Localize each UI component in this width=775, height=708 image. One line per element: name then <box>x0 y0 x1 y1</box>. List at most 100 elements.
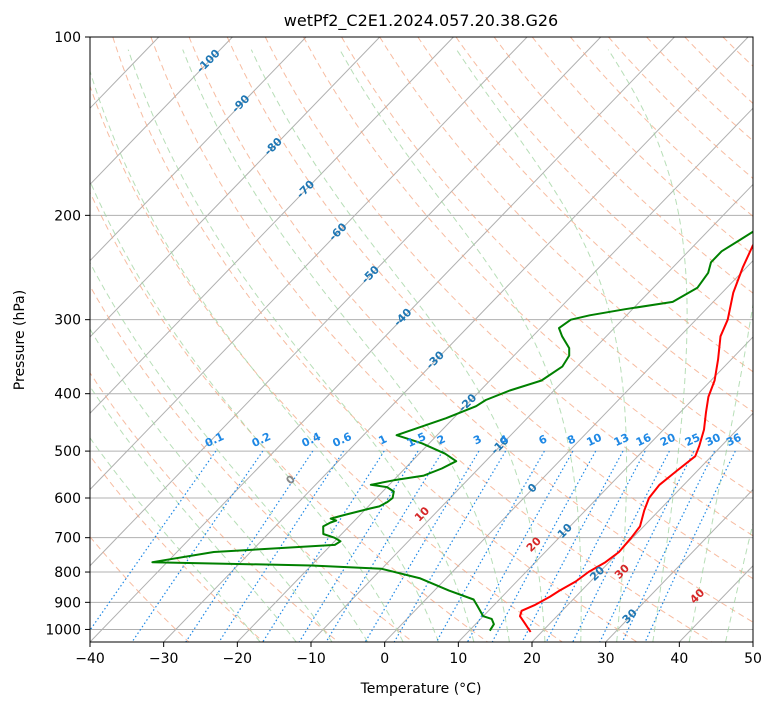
dry-adiabat-line <box>493 37 753 294</box>
y-tick-label: 200 <box>54 208 81 224</box>
y-tick-label: 800 <box>54 565 81 581</box>
y-tick-label: 600 <box>54 491 81 507</box>
mixing-ratio-label: 2 <box>435 432 447 447</box>
dewpoint-profile <box>151 230 753 632</box>
isotherm-line <box>90 37 528 491</box>
isotherm-label: 40 <box>652 649 672 669</box>
x-tick-label: 0 <box>380 651 389 667</box>
isotherm-line <box>90 37 454 414</box>
mixing-ratio-label: 0.6 <box>331 430 354 450</box>
y-tick-label: 300 <box>54 313 81 329</box>
mixing-ratio-line <box>599 450 695 642</box>
mixing-ratio-line <box>325 450 444 642</box>
dry-adiabat-line <box>722 37 753 67</box>
dry-adiabat-line <box>608 37 753 180</box>
isotherm-line <box>236 107 753 642</box>
chart-title: wetPf2_C2E1.2024.057.20.38.G26 <box>284 11 558 31</box>
mixing-ratio-label: 0.4 <box>300 430 323 450</box>
moist-adiabat-line <box>90 180 404 642</box>
y-tick-label: 500 <box>54 444 81 460</box>
mixing-ratio-label: 30 <box>703 431 723 449</box>
mixing-ratio-line <box>466 450 574 642</box>
mixing-ratio-line <box>644 450 736 642</box>
moist-adiabat-line <box>90 328 333 642</box>
dry-adiabat-line <box>264 37 753 537</box>
mixing-ratio-line <box>364 450 480 642</box>
x-tick-label: 30 <box>597 651 615 667</box>
y-tick-label: 100 <box>54 30 81 46</box>
mixing-ratio-label: 1.5 <box>405 430 428 450</box>
mixing-ratio-label: 0.1 <box>203 430 226 450</box>
moist-adiabat-line <box>725 521 753 642</box>
mixing-ratio-line <box>393 450 507 642</box>
x-tick-label: −10 <box>296 651 326 667</box>
isotherm-line <box>90 37 307 262</box>
isotherm-line <box>752 641 753 642</box>
y-tick-label: 900 <box>54 595 81 611</box>
plot-frame <box>89 36 754 643</box>
mixing-ratio-line <box>131 450 264 642</box>
mixing-ratio-line <box>218 450 345 642</box>
moist-adiabat-line <box>90 261 369 642</box>
moist-adiabat-line <box>127 49 475 642</box>
plot-lines <box>151 230 753 633</box>
dry-adiabat-line <box>379 37 753 413</box>
mixing-ratio-label: 10 <box>584 431 604 449</box>
x-tick-label: −30 <box>149 651 179 667</box>
x-tick-label: −40 <box>75 651 105 667</box>
mixing-ratio-label: 16 <box>634 431 654 449</box>
moist-adiabat-line <box>182 49 510 642</box>
x-tick-label: 20 <box>523 651 541 667</box>
mixing-ratio-line <box>185 450 314 642</box>
mixing-ratio-label: 13 <box>612 431 631 449</box>
dry-adiabat-line <box>303 37 753 495</box>
mixing-ratio-line <box>621 450 716 642</box>
moist-adiabat-line <box>607 49 688 642</box>
mixing-ratio-label: 0.2 <box>250 430 273 450</box>
mixing-ratio-line <box>491 450 597 642</box>
y-tick-label: 700 <box>54 531 81 547</box>
dry-adiabat-line <box>646 37 753 142</box>
y-axis-label: Pressure (hPa) <box>12 290 28 390</box>
mixing-ratio-label: 1 <box>377 432 389 447</box>
x-axis-label: Temperature (°C) <box>360 681 482 697</box>
mixing-ratio-label: 25 <box>683 431 702 449</box>
mixing-ratio-label: 6 <box>537 432 550 447</box>
isotherm-line <box>457 336 753 642</box>
mixing-ratio-line <box>435 450 545 642</box>
mixing-ratio-label: 3 <box>471 432 483 447</box>
dry-adiabat-line <box>90 372 339 642</box>
isotherm-line <box>163 37 749 642</box>
axes: −40 −30 −20 −10 0 10 20 30 40 5010020030040050060… <box>45 30 762 667</box>
moist-adiabat-line <box>90 385 297 642</box>
x-tick-label: −20 <box>223 651 253 667</box>
plot-background <box>90 37 775 642</box>
dry-adiabat-line <box>90 191 488 642</box>
x-tick-label: 10 <box>449 651 467 667</box>
y-tick-label: 1000 <box>45 622 81 638</box>
dry-adiabat-line <box>188 37 753 623</box>
mixing-ratio-label: 36 <box>724 431 744 449</box>
mixing-ratio-line <box>521 450 624 642</box>
moist-adiabat-line <box>456 49 628 642</box>
moist-adiabat-line <box>250 49 546 642</box>
dry-adiabat-line <box>531 37 753 256</box>
moist-adiabat-line <box>688 301 753 642</box>
mixing-ratio-line <box>545 450 646 642</box>
dry-adiabat-line <box>761 37 775 642</box>
isotherm-line <box>384 259 753 642</box>
isotherm-line <box>90 37 381 338</box>
dry-adiabat-line <box>90 84 563 642</box>
moist-adiabat-label: 30 <box>612 561 632 581</box>
moist-adiabat-line <box>339 49 582 642</box>
dry-adiabat-line <box>226 37 753 580</box>
mixing-ratio-label: 20 <box>658 431 678 449</box>
dry-adiabat-line <box>417 37 753 373</box>
isotherm-line <box>605 488 753 642</box>
moist-adiabat-line <box>90 437 261 642</box>
dry-adiabat-line <box>112 37 638 642</box>
moist-adiabat-label: 40 <box>687 586 707 606</box>
moist-adiabat-label: 10 <box>412 504 432 524</box>
isotherm-line <box>90 37 233 186</box>
